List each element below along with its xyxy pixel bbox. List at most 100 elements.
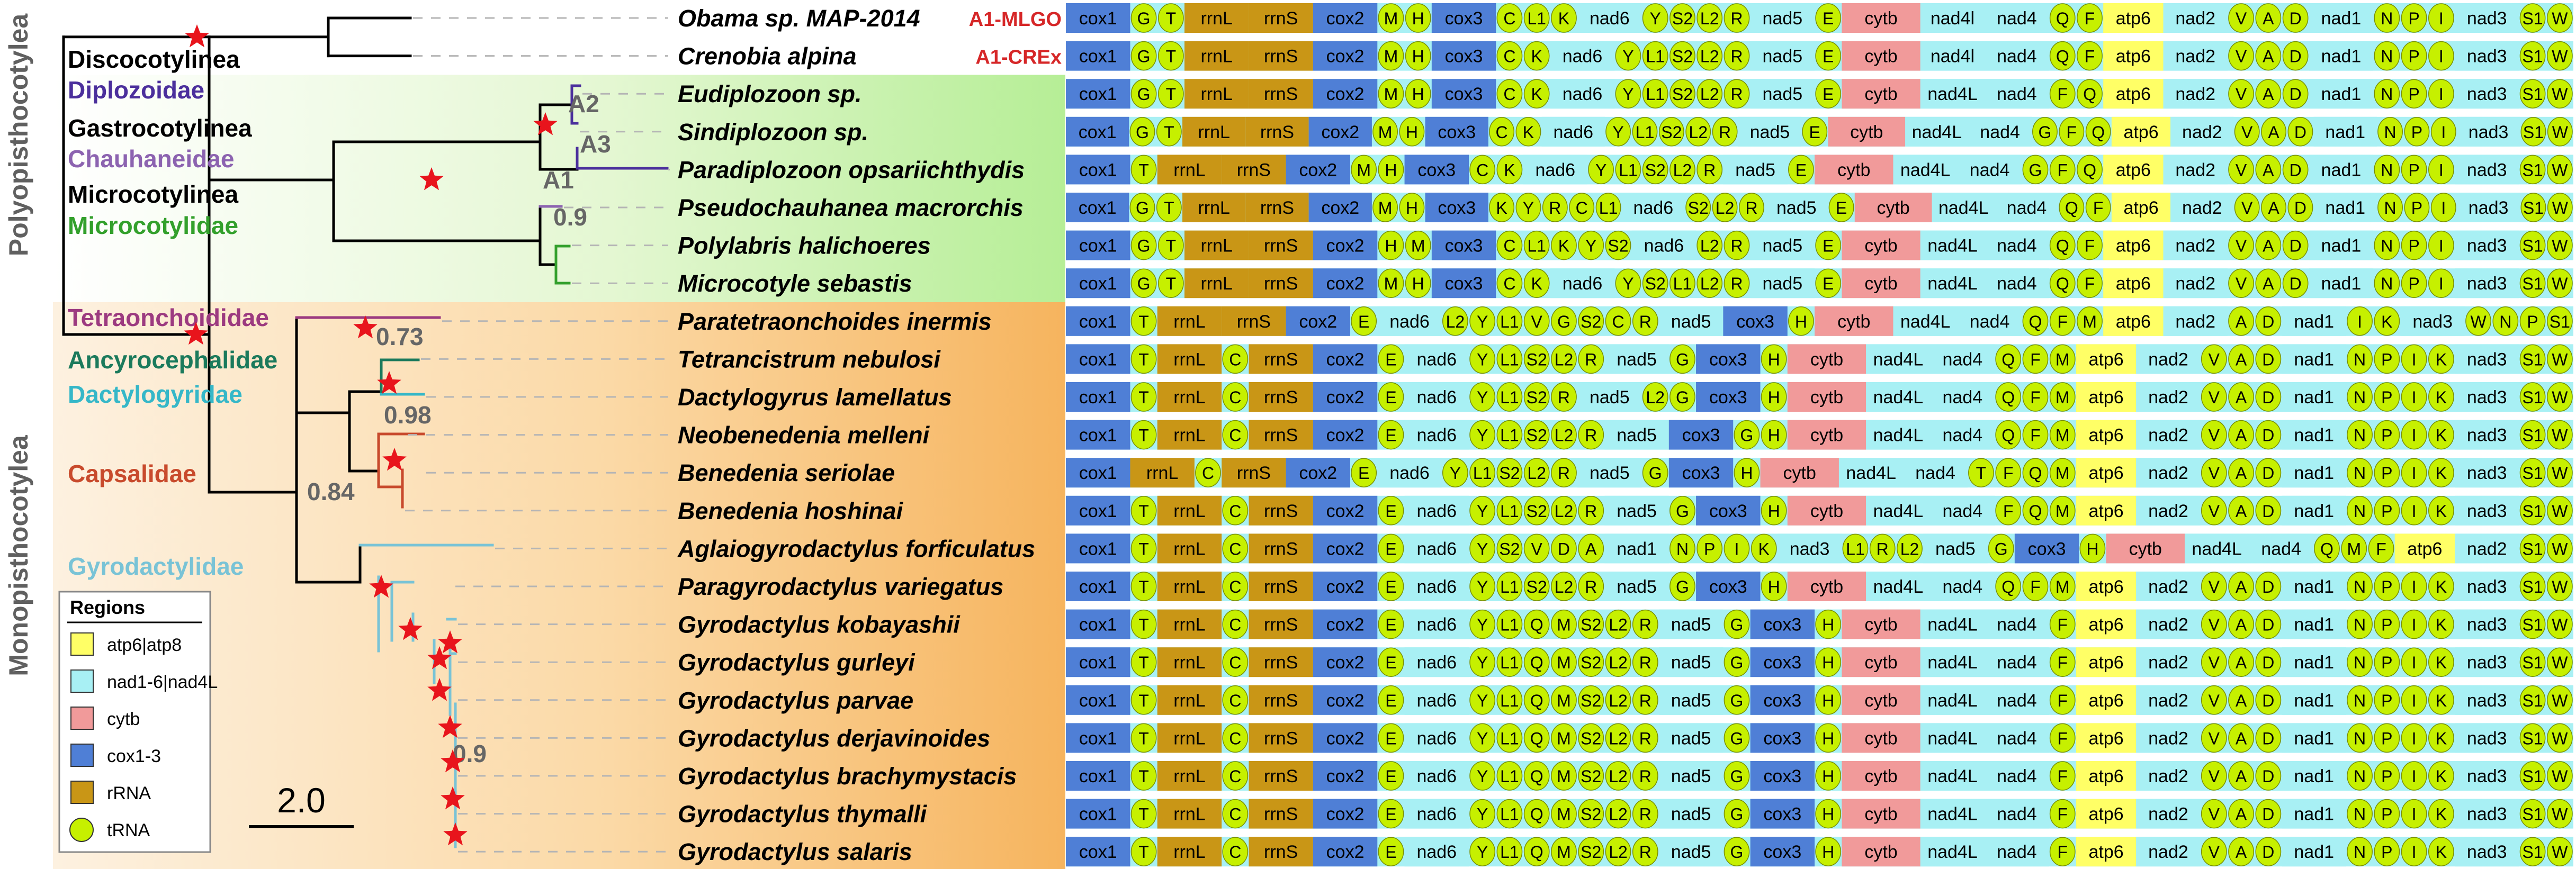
trna-ellipse <box>1469 723 1496 753</box>
gene-block <box>1245 116 1309 147</box>
trna-ellipse <box>1469 496 1496 526</box>
gene-label: D <box>2290 237 2302 256</box>
gene-nad3: nad3 <box>2455 268 2519 298</box>
gene-label: rrnS <box>1264 236 1298 256</box>
gene-block <box>1985 41 2049 71</box>
gene-k: K <box>1523 79 1550 108</box>
gene-l2: L2 <box>1551 344 1577 374</box>
gene-label: S2 <box>1581 767 1601 786</box>
trna-ellipse <box>2374 609 2400 639</box>
gene-label: nad5 <box>1935 539 1976 559</box>
gene-label: nad2 <box>2148 653 2188 673</box>
gene-label: V <box>2209 502 2220 521</box>
gene-block <box>2282 609 2346 639</box>
gene-label: nad6 <box>1563 274 1603 294</box>
gene-label: R <box>1585 577 1597 596</box>
trna-ellipse <box>2401 268 2427 298</box>
trna-ellipse <box>2428 723 2454 753</box>
gene-label: rrnS <box>1264 766 1298 786</box>
gene-label: T <box>1166 274 1177 293</box>
gene-nad5: nad5 <box>1658 685 1724 715</box>
gene-label: S2 <box>1672 9 1693 28</box>
gene-m: M <box>2077 306 2103 336</box>
gene-label: cox3 <box>1709 501 1747 521</box>
trna-ellipse <box>2201 382 2227 412</box>
trna-ellipse <box>1605 685 1631 715</box>
trna-ellipse <box>2428 647 2454 677</box>
gene-t: T <box>1130 799 1157 829</box>
trna-ellipse <box>1523 79 1550 108</box>
gene-l2: L2 <box>1605 609 1631 639</box>
gene-k: K <box>2428 344 2454 374</box>
gene-block <box>2163 155 2228 185</box>
gene-label: nad1 <box>2294 728 2334 748</box>
gene-cox2: cox2 <box>1313 41 1378 71</box>
gene-block <box>2309 3 2374 33</box>
gene-q: Q <box>2059 193 2085 222</box>
gene-s2: S2 <box>1496 458 1523 487</box>
trna-ellipse <box>2546 230 2573 260</box>
gene-cytb: cytb <box>1842 685 1920 715</box>
polyopisthocotylea-panel <box>53 75 1065 302</box>
trna-ellipse <box>1523 837 1550 866</box>
gene-q: Q <box>1523 609 1550 639</box>
gene-label: nad2 <box>2148 728 2188 748</box>
gene-cox1: cox1 <box>1066 3 1130 33</box>
gene-k: K <box>1515 117 1541 147</box>
legend-title: Regions <box>70 596 145 618</box>
gene-label: rrnL <box>1173 691 1205 711</box>
gene-nad3: nad3 <box>2455 3 2519 33</box>
gene-nad2: nad2 <box>2163 155 2228 185</box>
gene-label: H <box>1412 274 1424 293</box>
gene-w: W <box>2546 41 2573 71</box>
trna-ellipse <box>1724 723 1750 753</box>
trna-ellipse <box>2022 458 2049 487</box>
gene-label: P <box>2381 388 2392 407</box>
gene-label: nad1 <box>2294 577 2334 597</box>
gene-cox3: cox3 <box>1696 344 1761 374</box>
gene-label: M <box>1557 691 1571 710</box>
trna-ellipse <box>1578 609 1604 639</box>
gene-label: P <box>2411 198 2422 218</box>
gene-label: L2 <box>1609 767 1628 786</box>
trna-ellipse <box>1130 837 1157 866</box>
gene-label: cox1 <box>1079 653 1117 673</box>
gene-label: P <box>2381 350 2392 369</box>
trna-ellipse <box>1222 609 1249 639</box>
trna-ellipse <box>2347 458 2373 487</box>
trna-ellipse <box>1378 3 1404 33</box>
trna-ellipse <box>1724 647 1750 677</box>
gene-e: E <box>1815 3 1842 33</box>
trna-ellipse <box>2520 193 2546 222</box>
gene-block <box>1842 647 1920 677</box>
gene-f: F <box>2077 41 2103 71</box>
gene-block <box>1893 155 1958 185</box>
trna-ellipse <box>2201 799 2227 829</box>
gene-m: M <box>1378 79 1404 108</box>
gene-k: K <box>2428 685 2454 715</box>
gene-h: H <box>1405 268 1431 298</box>
gene-v: V <box>2228 3 2254 33</box>
gene-block <box>1157 533 1222 564</box>
gene-i: I <box>2428 230 2454 260</box>
gene-label: nad1 <box>2321 47 2362 67</box>
gene-rrns: rrnS <box>1249 609 1313 639</box>
gene-label: cox3 <box>1763 766 1801 786</box>
gene-block <box>1765 193 1828 222</box>
gene-label: T <box>1138 843 1149 862</box>
gene-block <box>2136 799 2201 829</box>
gene-r: R <box>1724 230 1750 260</box>
gene-w: W <box>2546 837 2573 866</box>
gene-s2: S2 <box>1578 306 1604 336</box>
trna-ellipse <box>1156 193 1182 222</box>
gene-block <box>1066 155 1130 185</box>
legend-swatch-icon <box>70 781 94 804</box>
gene-block <box>2136 723 2201 753</box>
trna-ellipse <box>2401 837 2427 866</box>
gene-label: Q <box>2029 464 2042 483</box>
gene-label: cox1 <box>1079 728 1117 748</box>
trna-ellipse <box>1724 799 1750 829</box>
gene-rrns: rrnS <box>1249 3 1313 33</box>
gene-block <box>1920 230 1985 260</box>
